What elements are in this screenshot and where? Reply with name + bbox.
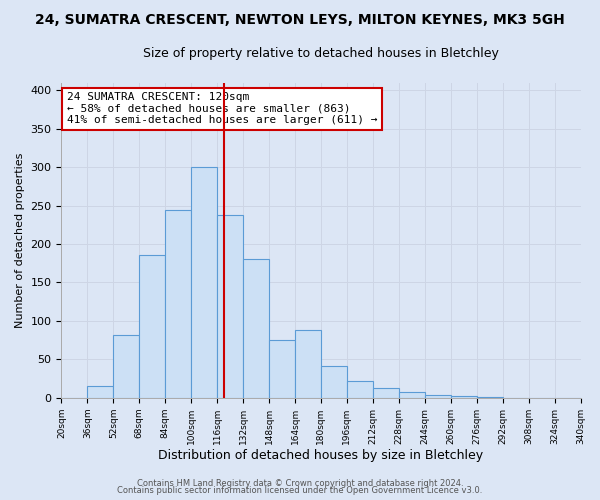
Title: Size of property relative to detached houses in Bletchley: Size of property relative to detached ho…: [143, 48, 499, 60]
Bar: [399, 392, 425, 398]
Y-axis label: Number of detached properties: Number of detached properties: [15, 152, 25, 328]
Bar: [451, 396, 476, 398]
Bar: [88, 386, 113, 398]
Bar: [347, 381, 373, 398]
Text: 24, SUMATRA CRESCENT, NEWTON LEYS, MILTON KEYNES, MK3 5GH: 24, SUMATRA CRESCENT, NEWTON LEYS, MILTO…: [35, 12, 565, 26]
Bar: [295, 330, 321, 398]
Bar: [269, 340, 295, 398]
Bar: [191, 167, 217, 398]
Text: 24 SUMATRA CRESCENT: 120sqm
← 58% of detached houses are smaller (863)
41% of se: 24 SUMATRA CRESCENT: 120sqm ← 58% of det…: [67, 92, 377, 125]
Bar: [476, 397, 503, 398]
Bar: [139, 255, 165, 398]
X-axis label: Distribution of detached houses by size in Bletchley: Distribution of detached houses by size …: [158, 450, 484, 462]
Bar: [243, 258, 269, 398]
Bar: [165, 210, 191, 398]
Bar: [113, 335, 139, 398]
Bar: [321, 366, 347, 398]
Bar: [373, 388, 399, 398]
Bar: [217, 215, 243, 398]
Text: Contains public sector information licensed under the Open Government Licence v3: Contains public sector information licen…: [118, 486, 482, 495]
Bar: [425, 395, 451, 398]
Text: Contains HM Land Registry data © Crown copyright and database right 2024.: Contains HM Land Registry data © Crown c…: [137, 478, 463, 488]
